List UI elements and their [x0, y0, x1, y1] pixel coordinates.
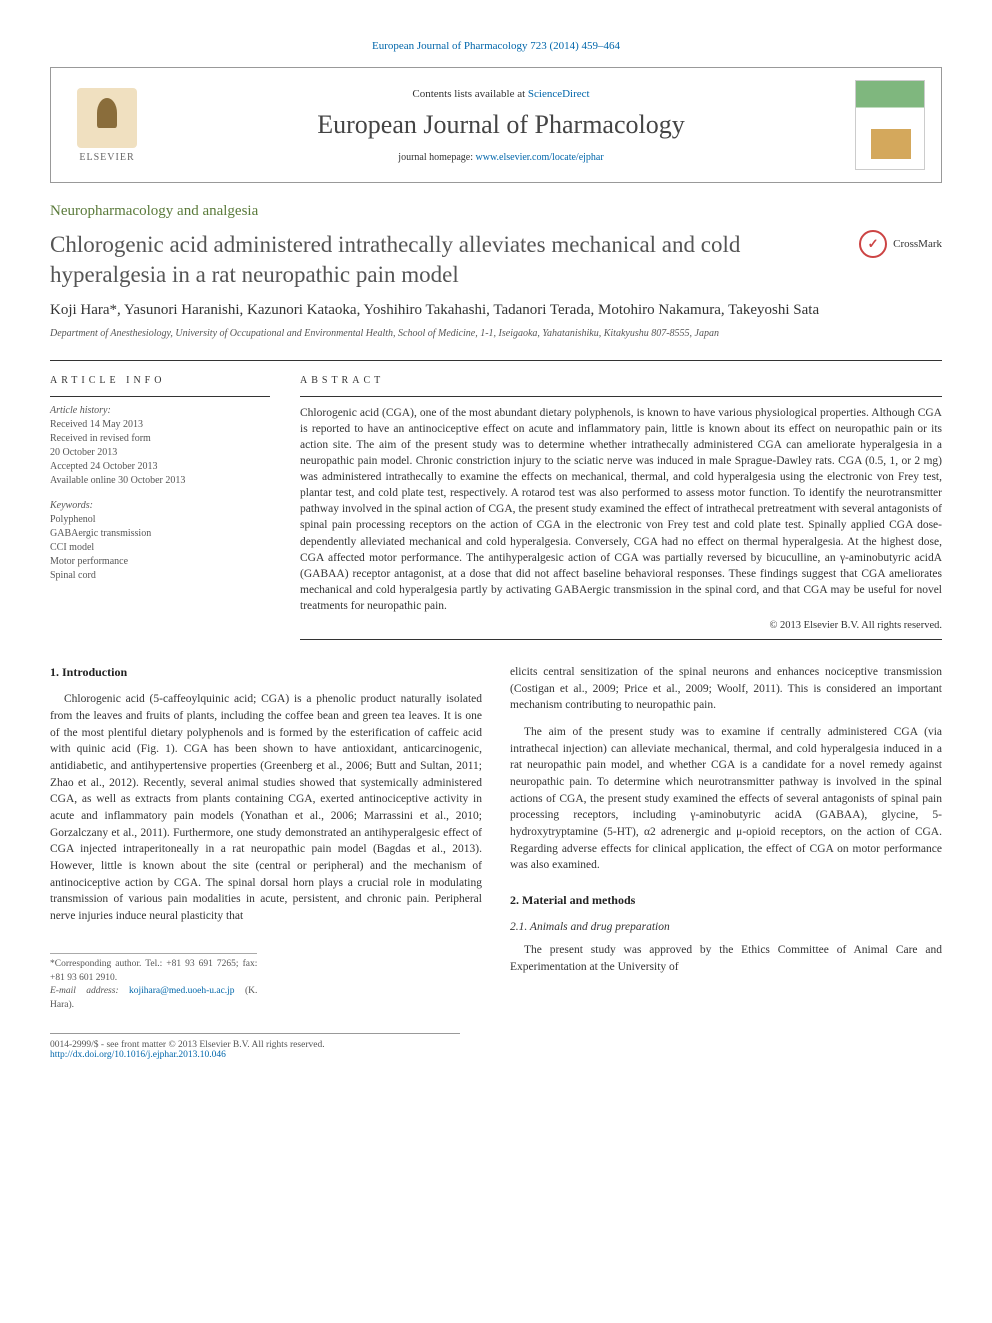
corr-line1: *Corresponding author. Tel.: +81 93 691 …	[50, 958, 257, 986]
homepage-prefix: journal homepage:	[398, 152, 475, 163]
intro-paragraph-cont: elicits central sensitization of the spi…	[510, 664, 942, 714]
history-line: Available online 30 October 2013	[50, 474, 270, 488]
elsevier-tree-icon	[77, 88, 137, 148]
body-columns: 1. Introduction Chlorogenic acid (5-caff…	[50, 664, 942, 1013]
contents-line: Contents lists available at ScienceDirec…	[167, 88, 835, 100]
keyword: Motor performance	[50, 555, 270, 569]
methods-heading: 2. Material and methods	[510, 892, 942, 909]
methods-subheading: 2.1. Animals and drug preparation	[510, 919, 942, 936]
sciencedirect-link[interactable]: ScienceDirect	[528, 88, 590, 100]
homepage-line: journal homepage: www.elsevier.com/locat…	[167, 152, 835, 163]
section-label: Neuropharmacology and analgesia	[50, 203, 942, 220]
right-column: elicits central sensitization of the spi…	[510, 664, 942, 1013]
keywords-label: Keywords:	[50, 500, 270, 511]
crossmark-icon: ✓	[859, 230, 887, 258]
abstract-heading: ABSTRACT	[300, 375, 942, 386]
issn-line: 0014-2999/$ - see front matter © 2013 El…	[50, 1040, 460, 1050]
homepage-link[interactable]: www.elsevier.com/locate/ejphar	[476, 152, 604, 163]
publisher-name: ELSEVIER	[79, 152, 134, 163]
article-title: Chlorogenic acid administered intratheca…	[50, 230, 839, 290]
history-label: Article history:	[50, 405, 270, 416]
contents-prefix: Contents lists available at	[412, 88, 527, 100]
abstract-column: ABSTRACT Chlorogenic acid (CGA), one of …	[300, 375, 942, 640]
history-line: Accepted 24 October 2013	[50, 460, 270, 474]
methods-paragraph: The present study was approved by the Et…	[510, 942, 942, 975]
history-line: Received 14 May 2013	[50, 418, 270, 432]
left-column: 1. Introduction Chlorogenic acid (5-caff…	[50, 664, 482, 1013]
intro-heading: 1. Introduction	[50, 664, 482, 681]
doi-link[interactable]: http://dx.doi.org/10.1016/j.ejphar.2013.…	[50, 1050, 226, 1060]
article-info-sidebar: ARTICLE INFO Article history: Received 1…	[50, 375, 270, 640]
corr-email[interactable]: kojihara@med.uoeh-u.ac.jp	[129, 986, 235, 996]
footer: 0014-2999/$ - see front matter © 2013 El…	[50, 1033, 460, 1060]
intro-paragraph: The aim of the present study was to exam…	[510, 724, 942, 874]
divider	[50, 360, 942, 361]
journal-citation: European Journal of Pharmacology 723 (20…	[50, 40, 942, 52]
article-info-heading: ARTICLE INFO	[50, 375, 270, 386]
authors-list: Koji Hara*, Yasunori Haranishi, Kazunori…	[50, 302, 942, 319]
crossmark-label: CrossMark	[893, 238, 942, 250]
crossmark-badge[interactable]: ✓ CrossMark	[859, 230, 942, 258]
corresponding-author-note: *Corresponding author. Tel.: +81 93 691 …	[50, 953, 257, 1013]
journal-name: European Journal of Pharmacology	[167, 110, 835, 140]
abstract-text: Chlorogenic acid (CGA), one of the most …	[300, 405, 942, 614]
journal-cover-thumb	[855, 80, 925, 170]
keyword: CCI model	[50, 541, 270, 555]
keyword: Polyphenol	[50, 513, 270, 527]
intro-paragraph: Chlorogenic acid (5-caffeoylquinic acid;…	[50, 691, 482, 924]
journal-header-box: ELSEVIER Contents lists available at Sci…	[50, 67, 942, 183]
elsevier-logo: ELSEVIER	[67, 80, 147, 170]
corr-email-prefix: E-mail address:	[50, 986, 129, 996]
history-line: Received in revised form	[50, 432, 270, 446]
history-line: 20 October 2013	[50, 446, 270, 460]
affiliation: Department of Anesthesiology, University…	[50, 327, 942, 340]
abstract-copyright: © 2013 Elsevier B.V. All rights reserved…	[300, 620, 942, 631]
keyword: GABAergic transmission	[50, 527, 270, 541]
keyword: Spinal cord	[50, 569, 270, 583]
